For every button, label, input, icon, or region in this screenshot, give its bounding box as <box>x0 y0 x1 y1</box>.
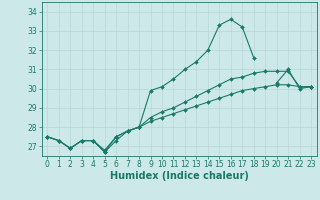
X-axis label: Humidex (Indice chaleur): Humidex (Indice chaleur) <box>110 171 249 181</box>
